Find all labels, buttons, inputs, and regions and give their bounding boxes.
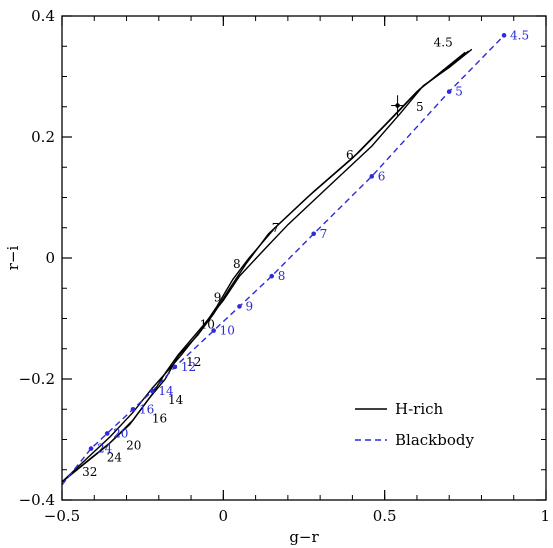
hrich-point-label: 24 (107, 451, 123, 465)
series-lines (61, 34, 505, 486)
blackbody-point (130, 406, 136, 412)
blackbody-point (237, 304, 242, 309)
series-points (88, 33, 507, 451)
hrich-line (61, 51, 466, 483)
x-tick-label: 1 (540, 507, 550, 525)
blackbody-point-label: 12 (181, 360, 196, 374)
x-tick-label: 0.5 (373, 507, 397, 525)
blackbody-point (150, 388, 155, 394)
blackbody-point-label: 5 (455, 85, 463, 99)
blackbody-point (104, 431, 110, 436)
blackbody-point (501, 33, 507, 38)
axis-ticks (61, 15, 547, 501)
tick-labels: −0.5 0 0.5 1 −0.4 −0.2 0 0.2 0.4 (19, 7, 550, 525)
blackbody-point-label: 8 (278, 269, 286, 283)
blackbody-point-label: 24 (97, 442, 113, 456)
blackbody-point-label: 16 (139, 402, 154, 416)
hrich-point-label: 8 (233, 257, 241, 271)
point-labels: 4.556789101214162024324.5567891012141620… (82, 28, 529, 478)
hrich-point-label: 4.5 (434, 35, 453, 49)
hrich-line (61, 48, 473, 483)
hrich-point-label: 14 (168, 393, 184, 407)
y-tick-label: 0 (45, 249, 55, 267)
hrich-point-label: 12 (186, 355, 201, 369)
y-tick-label: −0.4 (19, 491, 55, 509)
hrich-point-label: 6 (346, 148, 354, 162)
y-tick-label: −0.2 (19, 370, 55, 388)
blackbody-point-label: 6 (378, 169, 386, 183)
blackbody-point (172, 364, 178, 370)
blackbody-point (88, 446, 94, 451)
y-tick-label: 0.4 (31, 7, 55, 25)
plot-frame (61, 15, 547, 501)
hrich-point-label: 9 (214, 290, 222, 304)
blackbody-point (311, 231, 316, 237)
legend: H-rich Blackbody (355, 400, 474, 449)
blackbody-point-label: 20 (113, 426, 128, 440)
hrich-point-label: 10 (200, 318, 215, 332)
x-tick-label: −0.5 (44, 507, 80, 525)
blackbody-point-label: 4.5 (510, 28, 529, 42)
hrich-point-label: 32 (82, 465, 97, 479)
blackbody-point (211, 328, 216, 333)
blackbody-point-label: 9 (245, 299, 253, 313)
blackbody-point-label: 14 (158, 384, 174, 398)
y-axis-title: r−i (4, 246, 22, 271)
y-tick-label: 0.2 (31, 128, 55, 146)
observation-point (391, 95, 405, 116)
blackbody-point-label: 7 (320, 227, 328, 241)
blackbody-point (369, 174, 375, 179)
hrich-point-label: 20 (126, 439, 141, 453)
legend-label-blackbody: Blackbody (395, 431, 474, 449)
x-axis-title: g−r (289, 528, 319, 546)
blackbody-point (446, 89, 452, 94)
hrich-point-label: 5 (416, 100, 424, 114)
x-tick-label: 0 (219, 507, 229, 525)
observation-marker (395, 103, 400, 108)
hrich-point-label: 7 (272, 221, 280, 235)
blackbody-point-label: 10 (220, 324, 235, 338)
hrich-point-label: 16 (152, 411, 167, 425)
blackbody-point (269, 273, 275, 279)
legend-label-hrich: H-rich (395, 400, 444, 418)
